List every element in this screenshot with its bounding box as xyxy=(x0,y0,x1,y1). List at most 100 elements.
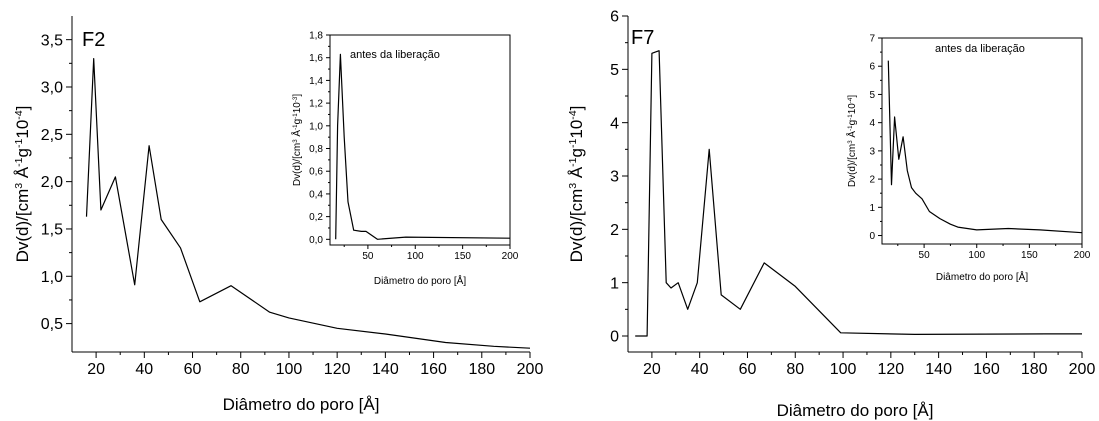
y-tick-label: 2 xyxy=(869,175,875,186)
x-tick-label: 150 xyxy=(454,251,471,262)
y-axis-label-part: ] xyxy=(13,106,32,111)
y-tick-label: 6 xyxy=(610,9,619,26)
y-axis-label-part: Å xyxy=(845,131,858,141)
y-tick-label: 4 xyxy=(610,115,619,132)
y-axis-label-part: Dv(d)/[cm xyxy=(567,189,586,263)
x-tick-label: 180 xyxy=(1021,361,1048,378)
y-tick-label: 0,5 xyxy=(41,316,63,333)
x-tick-label: 80 xyxy=(232,361,250,378)
y-axis-label-part: 3 xyxy=(292,139,299,143)
y-tick-label: 2,0 xyxy=(41,174,63,191)
y-tick-label: 1,4 xyxy=(309,76,323,87)
x-tick-label: 50 xyxy=(362,251,374,262)
y-axis-label-part: -1 xyxy=(292,113,299,119)
y-axis-label-part: Dv(d)/[cm xyxy=(847,144,858,187)
inset-frame xyxy=(881,37,1083,245)
y-tick-label: 1 xyxy=(869,203,875,214)
x-tick-label: 150 xyxy=(1021,250,1038,261)
y-axis-label-part: g xyxy=(13,148,32,157)
y-axis-label-part: g xyxy=(292,119,303,125)
inset-background xyxy=(882,38,1082,244)
x-tick-label: 200 xyxy=(1069,361,1096,378)
series-line xyxy=(635,50,1082,337)
y-axis-label-part: 10 xyxy=(567,120,586,139)
y-axis-label-part: -1 xyxy=(567,138,579,148)
y-tick-label: 1,0 xyxy=(41,269,63,286)
y-axis-label-part: Å xyxy=(290,130,303,140)
x-tick-label: 50 xyxy=(919,250,931,261)
y-axis-label-part: -1 xyxy=(847,114,854,120)
y-axis-label-part: ] xyxy=(847,95,858,98)
x-tick-label: 60 xyxy=(184,361,202,378)
x-tick-label: 100 xyxy=(276,361,303,378)
chart-panel-2: 20 40 60 80 100 120 140 160 180 2000123456Diâmetr… xyxy=(567,9,1095,420)
x-tick-label: 100 xyxy=(968,250,985,261)
y-tick-label: 1,2 xyxy=(309,99,323,110)
inset-background xyxy=(330,35,510,245)
y-tick-label: 6 xyxy=(869,62,875,73)
x-tick-label: 40 xyxy=(691,361,709,378)
y-tick-label: 0,0 xyxy=(309,235,323,246)
x-tick-label: 20 xyxy=(87,361,105,378)
x-tick-label: 200 xyxy=(517,361,544,378)
y-axis-label-part: 10 xyxy=(847,103,858,115)
x-tick-label: 40 xyxy=(135,361,153,378)
y-tick-label: 0,8 xyxy=(309,144,323,155)
x-tick-label: 160 xyxy=(973,361,1000,378)
series-line xyxy=(85,57,531,349)
y-axis-label: Dv(d)/[cm3 Å-1g-110-4] xyxy=(845,95,858,187)
y-tick-label: 0 xyxy=(869,231,875,242)
y-axis-label-part: Dv(d)/[cm xyxy=(13,189,32,263)
y-axis-label: Dv(d)/[cm3 Å-1g-110-4] xyxy=(13,106,32,263)
y-tick-label: 3 xyxy=(869,146,875,157)
y-tick-label: 1 xyxy=(610,275,619,292)
x-tick-label: 100 xyxy=(830,361,857,378)
x-tick-label: 160 xyxy=(420,361,447,378)
x-axis-label: Diâmetro do poro [Å] xyxy=(936,270,1028,283)
inset-title: antes da liberação xyxy=(350,49,440,61)
y-axis-label-part: -1 xyxy=(292,124,299,130)
x-tick-label: 120 xyxy=(877,361,904,378)
y-axis-label-part: -1 xyxy=(567,157,579,167)
y-axis-label-part: Å xyxy=(567,166,586,183)
y-axis-label-part: -4 xyxy=(847,97,854,103)
y-axis-label-part: 3 xyxy=(847,140,854,144)
y-tick-label: 0 xyxy=(610,329,619,346)
y-tick-label: 2 xyxy=(610,222,619,239)
panel-label: F2 xyxy=(82,29,105,51)
x-tick-label: 140 xyxy=(925,361,952,378)
y-axis-label-part: 3 xyxy=(13,183,25,189)
x-tick-label: 180 xyxy=(468,361,495,378)
x-tick-label: 140 xyxy=(372,361,399,378)
y-axis-label-part: g xyxy=(847,120,858,126)
x-axis-label: Diâmetro do poro [Å] xyxy=(777,401,934,420)
y-tick-label: 2,5 xyxy=(41,127,63,144)
y-axis-label-part: -4 xyxy=(567,110,579,120)
y-axis-label-part: 10 xyxy=(13,120,32,139)
inset-title: antes da liberação xyxy=(935,43,1025,55)
y-axis-label-part: -1 xyxy=(13,157,25,167)
y-axis-label-part: 3 xyxy=(567,183,579,189)
x-axis-label: Diâmetro do poro [Å] xyxy=(374,274,466,287)
y-tick-label: 1,5 xyxy=(41,222,63,239)
y-axis-label-part: -1 xyxy=(847,125,854,131)
y-tick-label: 1,6 xyxy=(309,53,323,64)
y-tick-label: 5 xyxy=(610,62,619,79)
y-axis-label-part: -3 xyxy=(292,96,299,102)
series-line xyxy=(335,53,511,240)
y-tick-label: 1,0 xyxy=(309,121,323,132)
y-tick-label: 0,6 xyxy=(309,167,323,178)
y-axis-label: Dv(d)/[cm3 Å-1g-110-4] xyxy=(567,106,586,263)
y-tick-label: 4 xyxy=(869,118,875,129)
y-axis-label-part: ] xyxy=(292,94,303,97)
panel-label: F7 xyxy=(631,27,654,49)
y-axis-label-part: Å xyxy=(13,166,32,183)
x-tick-label: 200 xyxy=(1074,250,1091,261)
x-tick-label: 80 xyxy=(786,361,804,378)
y-tick-label: 0,4 xyxy=(309,189,323,200)
y-axis-label-part: -1 xyxy=(13,138,25,148)
y-tick-label: 3 xyxy=(610,169,619,186)
y-axis-label-part: g xyxy=(567,148,586,157)
x-tick-label: 60 xyxy=(739,361,757,378)
x-tick-label: 100 xyxy=(407,251,424,262)
